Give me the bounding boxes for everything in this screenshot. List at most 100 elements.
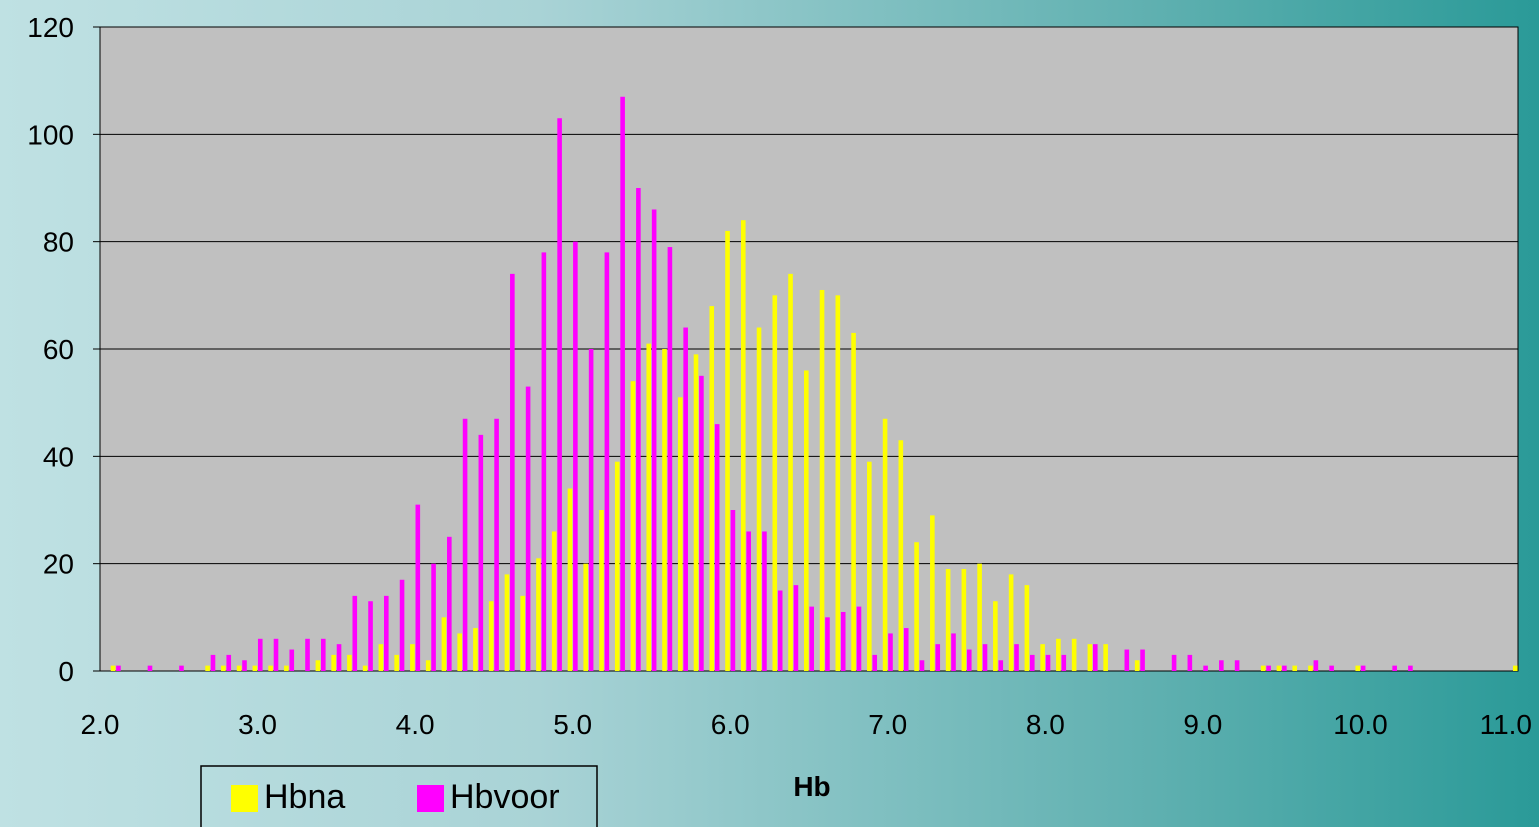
y-tick-label: 60 — [43, 334, 74, 365]
bar-hbna — [709, 306, 715, 671]
bar-hbvoor — [1313, 660, 1319, 671]
bar-hbna — [441, 617, 447, 671]
bar-hbna — [236, 665, 242, 671]
bar-hbna — [504, 574, 510, 671]
y-tick-labels: 0 20 40 60 80 100 120 — [27, 12, 100, 687]
bar-hbna — [473, 628, 478, 671]
bar-hbna — [646, 343, 652, 671]
bar-hbna — [1056, 638, 1061, 671]
bar-hbna — [362, 665, 368, 671]
bar-hbvoor — [777, 590, 783, 671]
bar-hbvoor — [1408, 665, 1413, 671]
y-tick-label: 120 — [27, 12, 74, 43]
bar-hbna — [867, 461, 872, 671]
bar-hbvoor — [714, 424, 720, 671]
bar-hbna — [1513, 665, 1518, 671]
bar-hbvoor — [431, 563, 436, 671]
bar-hbvoor — [636, 188, 641, 671]
x-axis-label: Hb — [793, 771, 830, 802]
bar-hbna — [898, 440, 904, 671]
bar-hbvoor — [573, 241, 578, 672]
x-tick-label: 3.0 — [238, 709, 277, 740]
bar-hbvoor — [116, 665, 121, 671]
bar-hbvoor — [1203, 665, 1208, 671]
bar-hbvoor — [919, 660, 925, 671]
legend-box — [200, 765, 598, 827]
bar-hbna — [221, 665, 226, 671]
bar-hbna — [583, 563, 589, 671]
bar-hbvoor — [1392, 665, 1397, 671]
x-tick-label: 5.0 — [553, 709, 592, 740]
bar-hbvoor — [289, 649, 295, 671]
bar-hbna — [205, 665, 210, 671]
bar-hbvoor — [809, 606, 814, 671]
bar-hbvoor — [762, 531, 767, 671]
bar-hbvoor — [872, 654, 878, 671]
bar-hbvoor — [147, 665, 153, 671]
bar-hbvoor — [651, 209, 657, 671]
x-tick-label: 10.0 — [1333, 709, 1388, 740]
bar-hbvoor — [903, 628, 909, 671]
bar-hbna — [662, 349, 667, 671]
x-tick-label: 2.0 — [81, 709, 120, 740]
bar-hbvoor — [525, 386, 531, 671]
bar-hbvoor — [510, 273, 515, 671]
bar-hbvoor — [982, 644, 988, 671]
bar-hbna — [410, 644, 415, 671]
bar-hbvoor — [1219, 660, 1224, 671]
bar-hbna — [1276, 665, 1282, 671]
bar-hbvoor — [935, 644, 941, 671]
bar-hbvoor — [399, 579, 405, 671]
bar-hbvoor — [793, 585, 799, 671]
x-tick-label: 4.0 — [396, 709, 435, 740]
bar-hbvoor — [242, 660, 247, 671]
bar-hbna — [520, 595, 525, 671]
bar-hbvoor — [384, 595, 389, 671]
bar-hbna — [425, 660, 431, 671]
bar-hbvoor — [840, 611, 846, 671]
bar-hbvoor — [1029, 654, 1035, 671]
bar-hbna — [551, 531, 557, 671]
bar-hbna — [315, 660, 321, 671]
legend-swatch-hbna — [231, 785, 258, 812]
bar-hbvoor — [1124, 649, 1130, 671]
bar-hbna — [347, 654, 352, 671]
x-tick-label: 11.0 — [1480, 709, 1532, 740]
bar-hbvoor — [825, 617, 830, 671]
bar-hbvoor — [1140, 649, 1145, 671]
bar-hbvoor — [541, 252, 547, 671]
bar-hbna — [930, 515, 935, 671]
bar-hbna — [693, 354, 699, 671]
bar-hbna — [993, 601, 998, 671]
y-tick-label: 100 — [27, 119, 74, 150]
bar-hbna — [788, 273, 793, 671]
bar-hbna — [378, 644, 384, 671]
bar-hbna — [567, 488, 573, 671]
legend-swatch-hbvoor — [417, 785, 444, 812]
bar-hbna — [331, 654, 336, 671]
bar-hbvoor — [447, 536, 452, 671]
bar-hbvoor — [588, 349, 594, 671]
bar-hbvoor — [179, 665, 184, 671]
bar-hbvoor — [699, 375, 704, 671]
bar-hbna — [851, 332, 856, 671]
bar-hbvoor — [856, 606, 862, 671]
bar-hbna — [1071, 638, 1077, 671]
bar-hbvoor — [415, 504, 421, 671]
bar-hbvoor — [273, 638, 279, 671]
bar-hbna — [1308, 665, 1313, 671]
bar-hbna — [945, 569, 951, 671]
bar-hbvoor — [210, 654, 216, 671]
bar-hbna — [614, 461, 620, 671]
bar-hbvoor — [620, 96, 625, 671]
x-tick-labels: 2.0 3.0 4.0 5.0 6.0 7.0 8.0 9.0 10.0 11.0 — [81, 709, 1532, 740]
x-tick-label: 6.0 — [711, 709, 750, 740]
bar-hbna — [268, 665, 273, 671]
bar-hbna — [804, 370, 809, 671]
bar-hbna — [725, 230, 730, 671]
bar-hbna — [835, 295, 841, 671]
bar-hbvoor — [998, 660, 1004, 671]
legend: Hbna Hbvoor — [200, 765, 598, 827]
bar-hbvoor — [494, 418, 499, 671]
